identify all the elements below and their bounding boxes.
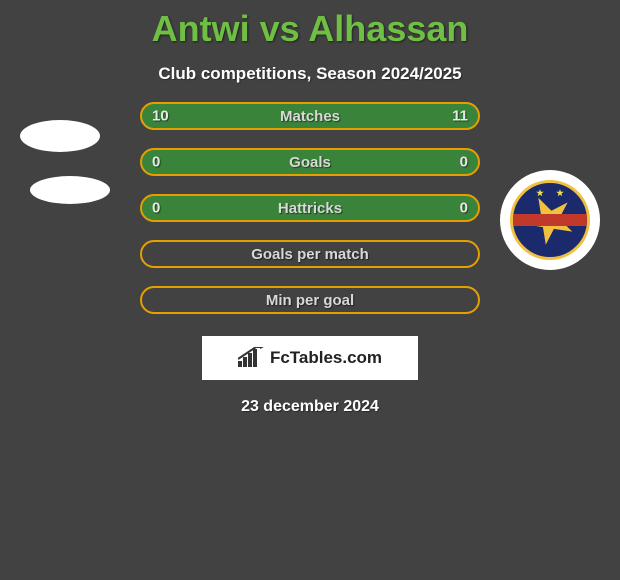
- stat-value-left: 0: [152, 200, 160, 217]
- stat-value-right: 0: [460, 200, 468, 217]
- team-badge-right: [500, 170, 600, 270]
- stat-value-left: 0: [152, 154, 160, 171]
- barchart-icon: [238, 347, 264, 369]
- stat-value-left: 10: [152, 108, 169, 125]
- team-badge-left-1: [20, 120, 100, 152]
- stat-row: 10 Matches 11: [140, 102, 480, 130]
- team-badge-left-2: [30, 176, 110, 204]
- stat-row: Goals per match: [140, 240, 480, 268]
- stat-label: Hattricks: [278, 200, 342, 217]
- date-text: 23 december 2024: [0, 398, 620, 416]
- stat-value-right: 11: [452, 108, 468, 125]
- stat-label: Goals: [289, 154, 331, 171]
- subtitle: Club competitions, Season 2024/2025: [0, 64, 620, 84]
- stat-label: Min per goal: [266, 292, 354, 309]
- stat-row: Min per goal: [140, 286, 480, 314]
- brand-text: FcTables.com: [270, 348, 382, 368]
- stat-row: 0 Goals 0: [140, 148, 480, 176]
- page-title: Antwi vs Alhassan: [0, 0, 620, 50]
- brand-box: FcTables.com: [202, 336, 418, 380]
- stat-value-right: 0: [460, 154, 468, 171]
- stat-label: Matches: [280, 108, 340, 125]
- club-crest: [510, 180, 590, 260]
- stat-label: Goals per match: [251, 246, 369, 263]
- stat-row: 0 Hattricks 0: [140, 194, 480, 222]
